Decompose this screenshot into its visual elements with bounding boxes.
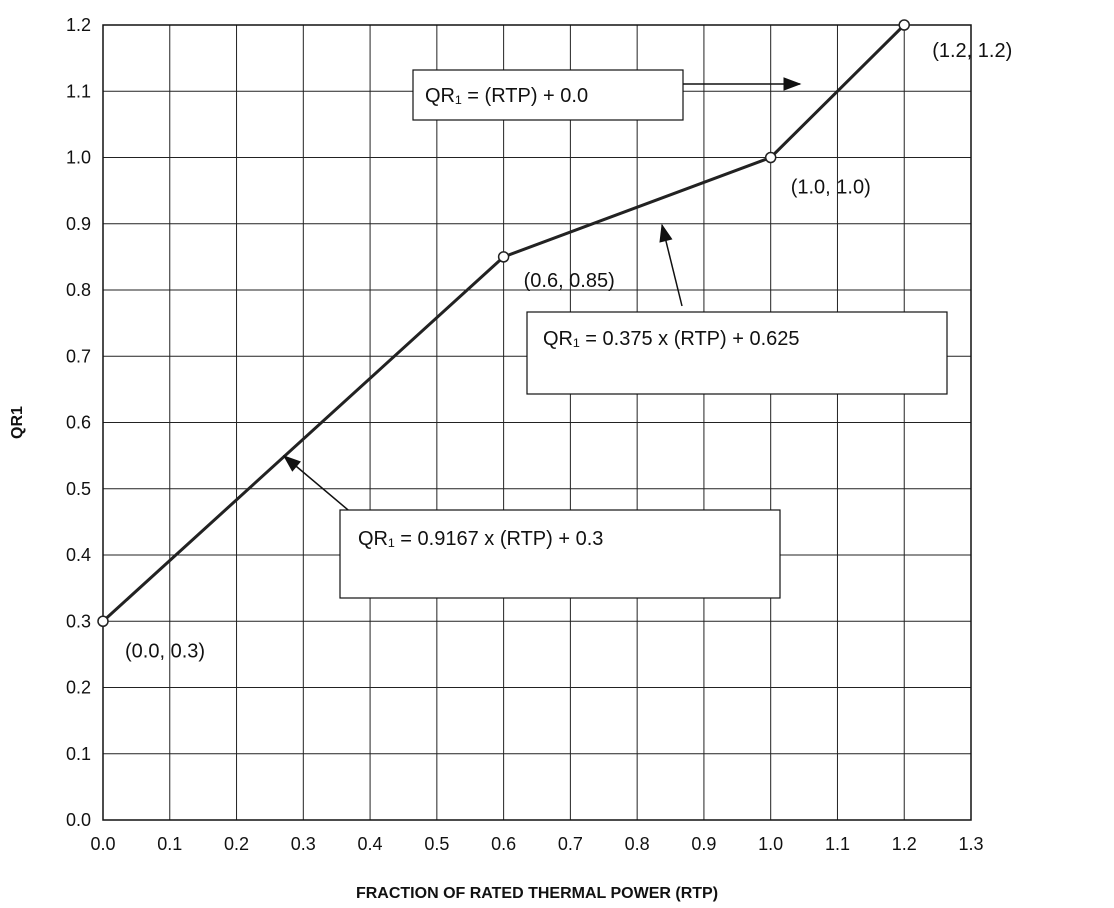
data-point xyxy=(898,19,910,31)
x-tick-label: 1.3 xyxy=(958,834,983,854)
data-point xyxy=(97,615,109,627)
annotation-arrowhead xyxy=(659,223,673,243)
x-tick-label: 0.1 xyxy=(157,834,182,854)
annotation-text: QR₁ = 0.375 x (RTP) + 0.625 xyxy=(543,328,800,350)
y-axis-title: QR1 xyxy=(9,406,26,439)
x-tick-label: 0.6 xyxy=(491,834,516,854)
data-point-label: (0.6, 0.85) xyxy=(524,270,615,292)
equation-annotation: QR₁ = 0.375 x (RTP) + 0.625 xyxy=(526,223,948,395)
y-tick-labels: 0.0 0.1 0.2 0.3 0.4 0.5 0.6 0.7 0.8 0.9 1.0 1.1 1.2 xyxy=(66,15,91,830)
plot-frame xyxy=(102,24,972,821)
x-tick-label: 1.2 xyxy=(892,834,917,854)
y-tick-label: 1.0 xyxy=(66,148,91,168)
y-tick-label: 0.5 xyxy=(66,479,91,499)
x-axis-title: FRACTION OF RATED THERMAL POWER (RTP) xyxy=(356,885,718,902)
data-point-label: (0.0, 0.3) xyxy=(125,640,205,662)
data-point xyxy=(497,251,510,263)
annotation-box xyxy=(526,311,948,395)
annotation-text: QR₁ = 0.9167 x (RTP) + 0.3 xyxy=(358,528,603,550)
y-tick-label: 1.2 xyxy=(66,15,91,35)
annotation-box xyxy=(412,69,684,121)
data-point-label: (1.2, 1.2) xyxy=(932,40,1012,62)
series-line xyxy=(101,23,906,623)
x-tick-label: 0.7 xyxy=(558,834,583,854)
y-tick-label: 0.8 xyxy=(66,280,91,300)
x-tick-label: 0.0 xyxy=(90,834,115,854)
y-tick-label: 0.7 xyxy=(66,346,91,366)
x-tick-label: 1.1 xyxy=(825,834,850,854)
data-point-markers xyxy=(97,19,910,627)
y-tick-label: 0.3 xyxy=(66,611,91,631)
x-tick-label: 0.2 xyxy=(224,834,249,854)
x-tick-label: 0.4 xyxy=(358,834,383,854)
x-tick-label: 0.5 xyxy=(424,834,449,854)
x-tick-labels: 0.0 0.1 0.2 0.3 0.4 0.5 0.6 0.7 0.8 0.9 1.0 1.1 1.2 1… xyxy=(90,834,983,854)
x-tick-label: 0.3 xyxy=(291,834,316,854)
y-tick-label: 0.0 xyxy=(66,810,91,830)
grid-lines xyxy=(102,24,972,821)
x-tick-label: 0.8 xyxy=(625,834,650,854)
y-tick-label: 1.1 xyxy=(66,81,91,101)
annotation-arrowhead xyxy=(783,77,802,91)
x-tick-label: 0.9 xyxy=(691,834,716,854)
annotation-arrow xyxy=(283,455,361,521)
y-tick-label: 0.4 xyxy=(66,545,91,565)
y-tick-label: 0.9 xyxy=(66,214,91,234)
data-point-labels: (0.0, 0.3) (0.6, 0.85) (1.0, 1.0) (1.2, 1.2… xyxy=(125,40,1012,662)
data-point-label: (1.0, 1.0) xyxy=(791,177,871,199)
x-tick-label: 1.0 xyxy=(758,834,783,854)
y-tick-label: 0.1 xyxy=(66,744,91,764)
equation-annotation: QR₁ = 0.9167 x (RTP) + 0.3 xyxy=(282,455,781,599)
equation-annotation: QR₁ = (RTP) + 0.0 xyxy=(412,69,802,121)
y-tick-label: 0.2 xyxy=(66,678,91,698)
annotation-box xyxy=(339,509,781,599)
data-point xyxy=(764,151,777,164)
equation-annotations: QR₁ = (RTP) + 0.0 QR₁ = 0.375 x (RTP) + 0… xyxy=(282,69,948,599)
annotation-text: QR₁ = (RTP) + 0.0 xyxy=(425,85,588,107)
y-tick-label: 0.6 xyxy=(66,413,91,433)
annotation-arrowhead xyxy=(282,455,301,472)
